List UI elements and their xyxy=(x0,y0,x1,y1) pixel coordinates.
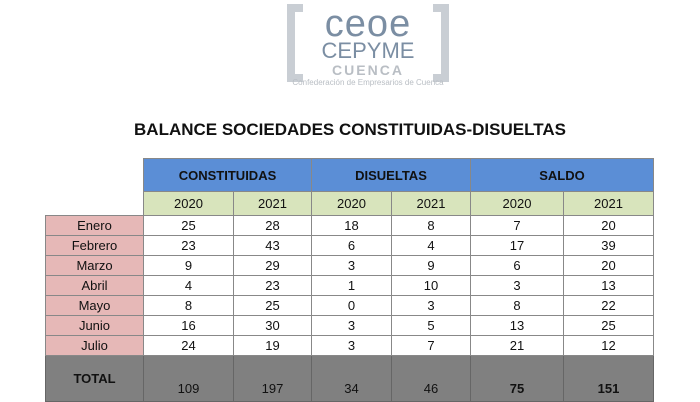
value-cell: 4 xyxy=(391,235,471,256)
month-label: Julio xyxy=(45,335,144,356)
total-row: TOTAL 109 197 34 46 75 151 xyxy=(45,355,654,402)
value-cell: 43 xyxy=(233,235,312,256)
value-cell: 30 xyxy=(233,315,312,336)
value-cell: 7 xyxy=(391,335,471,356)
table-row: Marzo 9 29 3 9 6 20 xyxy=(45,255,654,276)
logo-cepyme: CEPYME xyxy=(321,38,415,63)
value-cell: 29 xyxy=(233,255,312,276)
group-constituidas: CONSTITUIDAS xyxy=(143,158,312,192)
total-value: 46 xyxy=(391,355,471,402)
value-cell: 39 xyxy=(563,235,654,256)
month-label: Febrero xyxy=(45,235,144,256)
value-cell: 6 xyxy=(470,255,564,276)
table-row: Mayo 8 25 0 3 8 22 xyxy=(45,295,654,316)
value-cell: 20 xyxy=(563,215,654,236)
value-cell: 0 xyxy=(311,295,392,316)
total-value: 34 xyxy=(311,355,392,402)
logo-cuenca: CUENCA xyxy=(332,62,404,78)
group-disueltas: DISUELTAS xyxy=(311,158,471,192)
value-cell: 10 xyxy=(391,275,471,296)
table-row: Abril 4 23 1 10 3 13 xyxy=(45,275,654,296)
value-cell: 12 xyxy=(563,335,654,356)
month-label: Marzo xyxy=(45,255,144,276)
value-cell: 5 xyxy=(391,315,471,336)
value-cell: 3 xyxy=(311,335,392,356)
group-saldo: SALDO xyxy=(470,158,654,192)
table-row: Febrero 23 43 6 4 17 39 xyxy=(45,235,654,256)
value-cell: 19 xyxy=(233,335,312,356)
table-row: Enero 25 28 18 8 7 20 xyxy=(45,215,654,236)
value-cell: 25 xyxy=(143,215,234,236)
value-cell: 28 xyxy=(233,215,312,236)
month-label: Mayo xyxy=(45,295,144,316)
month-label: Junio xyxy=(45,315,144,336)
value-cell: 9 xyxy=(143,255,234,276)
logo-ceoe: ceoe xyxy=(324,3,412,45)
year-header: 2020 xyxy=(143,191,234,216)
value-cell: 8 xyxy=(143,295,234,316)
group-header-row: CONSTITUIDAS DISUELTAS SALDO xyxy=(45,158,654,192)
value-cell: 25 xyxy=(563,315,654,336)
value-cell: 18 xyxy=(311,215,392,236)
value-cell: 25 xyxy=(233,295,312,316)
value-cell: 8 xyxy=(470,295,564,316)
total-value: 151 xyxy=(563,355,654,402)
value-cell: 16 xyxy=(143,315,234,336)
value-cell: 13 xyxy=(563,275,654,296)
value-cell: 23 xyxy=(143,235,234,256)
month-label: Abril xyxy=(45,275,144,296)
year-header: 2021 xyxy=(563,191,654,216)
page-title: BALANCE SOCIEDADES CONSTITUIDAS-DISUELTA… xyxy=(134,120,566,139)
total-value: 75 xyxy=(470,355,564,402)
table-row: Julio 24 19 3 7 21 12 xyxy=(45,335,654,356)
value-cell: 1 xyxy=(311,275,392,296)
total-value: 109 xyxy=(143,355,234,402)
blank-cell xyxy=(45,191,144,216)
year-header: 2021 xyxy=(233,191,312,216)
value-cell: 23 xyxy=(233,275,312,296)
value-cell: 13 xyxy=(470,315,564,336)
value-cell: 3 xyxy=(311,315,392,336)
value-cell: 21 xyxy=(470,335,564,356)
value-cell: 24 xyxy=(143,335,234,356)
month-label: Enero xyxy=(45,215,144,236)
value-cell: 3 xyxy=(311,255,392,276)
logo-bracket-left xyxy=(287,4,303,82)
total-value: 197 xyxy=(233,355,312,402)
logo-bracket-right xyxy=(433,4,449,82)
table-row: Junio 16 30 3 5 13 25 xyxy=(45,315,654,336)
year-header: 2020 xyxy=(311,191,392,216)
year-header: 2020 xyxy=(470,191,564,216)
value-cell: 17 xyxy=(470,235,564,256)
value-cell: 22 xyxy=(563,295,654,316)
value-cell: 3 xyxy=(470,275,564,296)
value-cell: 3 xyxy=(391,295,471,316)
year-header: 2021 xyxy=(391,191,471,216)
year-header-row: 2020 2021 2020 2021 2020 2021 xyxy=(45,191,654,216)
value-cell: 20 xyxy=(563,255,654,276)
logo-tagline: Confederación de Empresarios de Cuenca xyxy=(292,78,444,87)
ceoe-cepyme-logo: ceoe CEPYME CUENCA Confederación de Empr… xyxy=(287,2,449,90)
balance-table: CONSTITUIDAS DISUELTAS SALDO 2020 2021 2… xyxy=(45,158,654,402)
total-label: TOTAL xyxy=(45,355,144,402)
value-cell: 8 xyxy=(391,215,471,236)
blank-cell xyxy=(45,158,144,192)
value-cell: 4 xyxy=(143,275,234,296)
value-cell: 9 xyxy=(391,255,471,276)
value-cell: 6 xyxy=(311,235,392,256)
value-cell: 7 xyxy=(470,215,564,236)
